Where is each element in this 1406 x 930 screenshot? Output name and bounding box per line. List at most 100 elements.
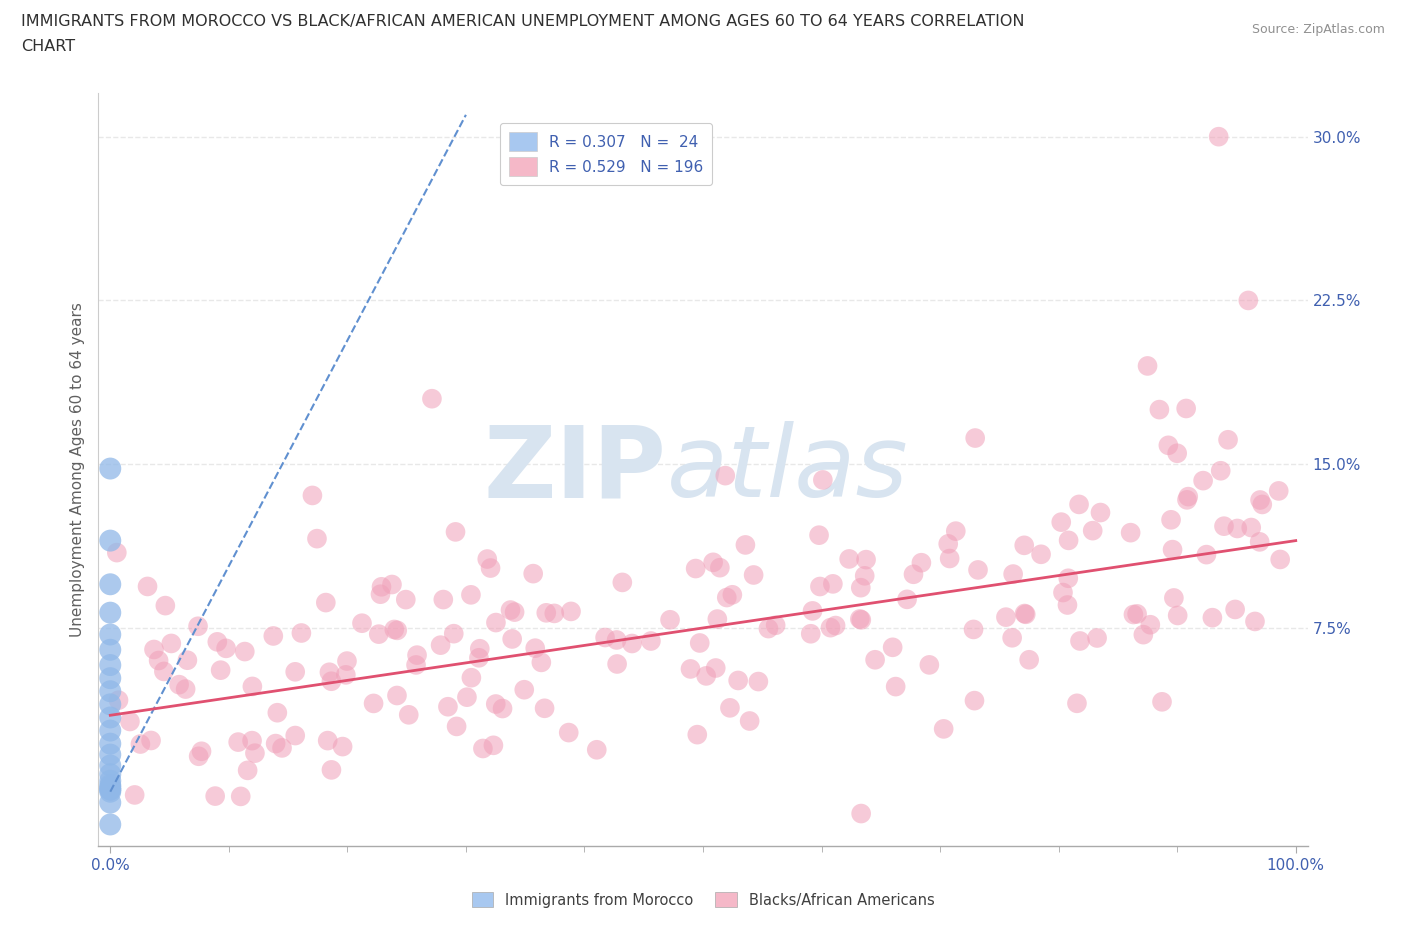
Point xyxy=(215,641,238,656)
Point xyxy=(207,634,229,649)
Point xyxy=(471,741,494,756)
Point xyxy=(229,789,252,804)
Point xyxy=(853,568,876,583)
Point xyxy=(1018,652,1040,667)
Point xyxy=(98,533,121,548)
Point xyxy=(1136,358,1159,373)
Point xyxy=(315,595,337,610)
Point xyxy=(679,661,702,676)
Point xyxy=(1139,618,1161,632)
Point xyxy=(524,641,547,656)
Point xyxy=(209,663,232,678)
Point xyxy=(758,621,780,636)
Point xyxy=(1213,519,1236,534)
Point xyxy=(174,682,197,697)
Point xyxy=(1195,547,1218,562)
Point xyxy=(536,605,558,620)
Point xyxy=(1216,432,1239,447)
Point xyxy=(1050,514,1073,529)
Point xyxy=(718,700,741,715)
Point xyxy=(967,563,990,578)
Point xyxy=(709,560,731,575)
Point xyxy=(863,652,886,667)
Point xyxy=(849,806,872,821)
Point xyxy=(882,640,904,655)
Point xyxy=(98,605,121,620)
Point xyxy=(98,671,121,685)
Point xyxy=(98,817,121,832)
Point xyxy=(932,722,955,737)
Point xyxy=(187,749,209,764)
Point xyxy=(1122,607,1144,622)
Point xyxy=(1167,608,1189,623)
Point xyxy=(702,555,724,570)
Point xyxy=(612,575,634,590)
Point xyxy=(1223,602,1246,617)
Point xyxy=(98,767,121,782)
Point xyxy=(704,660,727,675)
Point xyxy=(965,431,987,445)
Point xyxy=(395,592,418,607)
Point xyxy=(640,633,662,648)
Legend: Immigrants from Morocco, Blacks/African Americans: Immigrants from Morocco, Blacks/African … xyxy=(465,886,941,913)
Point xyxy=(446,719,468,734)
Point xyxy=(456,690,478,705)
Point xyxy=(606,632,628,647)
Point xyxy=(176,653,198,668)
Point xyxy=(884,679,907,694)
Point xyxy=(98,782,121,797)
Point xyxy=(824,618,846,633)
Point xyxy=(1012,538,1035,552)
Point xyxy=(1126,606,1149,621)
Point xyxy=(1119,525,1142,540)
Point xyxy=(945,524,967,538)
Point xyxy=(284,728,307,743)
Point xyxy=(530,655,553,670)
Point xyxy=(98,747,121,762)
Point xyxy=(284,664,307,679)
Point xyxy=(1157,438,1180,453)
Point xyxy=(1090,505,1112,520)
Point xyxy=(367,627,389,642)
Point xyxy=(1177,489,1199,504)
Text: CHART: CHART xyxy=(21,39,75,54)
Point xyxy=(1249,493,1271,508)
Point xyxy=(1160,512,1182,527)
Point xyxy=(1014,606,1036,621)
Point xyxy=(1052,585,1074,600)
Point xyxy=(1209,463,1232,478)
Point xyxy=(1002,566,1025,581)
Point xyxy=(118,714,141,729)
Point xyxy=(124,788,146,803)
Point xyxy=(264,737,287,751)
Point xyxy=(716,590,738,604)
Point xyxy=(98,643,121,658)
Point xyxy=(262,629,284,644)
Point xyxy=(727,673,749,688)
Point xyxy=(444,525,467,539)
Point xyxy=(139,733,162,748)
Point xyxy=(305,531,328,546)
Point xyxy=(485,615,508,630)
Point xyxy=(1081,524,1104,538)
Point xyxy=(460,671,482,685)
Point xyxy=(1069,633,1091,648)
Point xyxy=(1175,492,1198,507)
Point xyxy=(98,737,121,751)
Point xyxy=(1067,497,1090,512)
Point xyxy=(734,538,756,552)
Point xyxy=(501,631,523,646)
Point xyxy=(685,561,707,576)
Point xyxy=(851,612,873,627)
Point xyxy=(1149,402,1171,417)
Point xyxy=(1161,542,1184,557)
Point xyxy=(821,577,844,591)
Point xyxy=(1208,129,1230,144)
Point xyxy=(336,654,359,669)
Point xyxy=(838,551,860,566)
Point xyxy=(491,701,513,716)
Point xyxy=(190,744,212,759)
Point xyxy=(503,604,526,619)
Point xyxy=(98,724,121,738)
Point xyxy=(706,612,728,627)
